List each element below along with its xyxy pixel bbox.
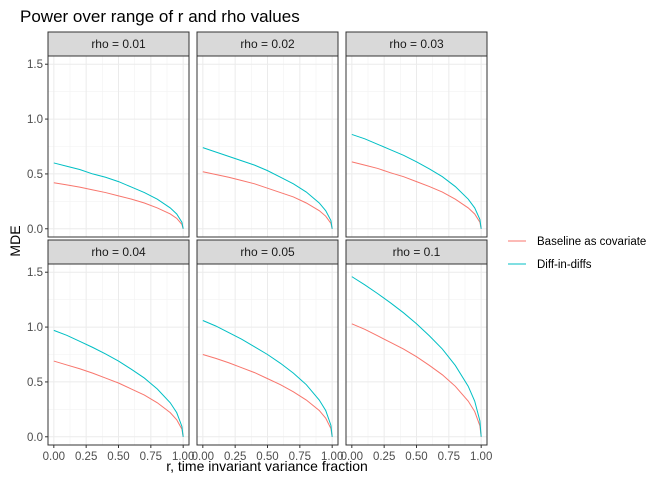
chart-title: Power over range of r and rho values xyxy=(20,7,300,26)
x-tick-label: 0.75 xyxy=(140,451,162,463)
facet-panel: rho = 0.01 0.0 0.5 1.0 1.5 xyxy=(27,31,190,238)
y-tick-label: 1.0 xyxy=(27,322,43,334)
facet-strip-label: rho = 0.03 xyxy=(389,37,444,51)
x-tick-label: 0.25 xyxy=(224,451,246,463)
series-line xyxy=(202,147,333,229)
series-line xyxy=(202,354,333,437)
x-tick-label: 0.00 xyxy=(192,451,214,463)
facet-strip-label: rho = 0.02 xyxy=(240,37,295,51)
facet-panel: rho = 0.05 0.00 0.25 0.50 0.75 1.00 xyxy=(192,239,343,463)
y-axis-title: MDE xyxy=(7,225,23,256)
y-tick-label: 1.0 xyxy=(27,114,43,126)
x-tick-label: 0.50 xyxy=(405,451,427,463)
x-tick-label: 0.75 xyxy=(289,451,311,463)
facet-panel: rho = 0.04 0.0 0.5 1.0 1.5 0.00 0.25 0.50 0.75 1.… xyxy=(27,239,194,463)
series-line xyxy=(53,329,184,437)
x-tick-label: 0.25 xyxy=(373,451,395,463)
facet-panels: rho = 0.01 0.0 0.5 1.0 1.5 rho = 0.02 rho = 0.… xyxy=(27,31,492,463)
x-tick-label: 0.00 xyxy=(43,451,65,463)
y-tick-label: 1.5 xyxy=(27,59,43,71)
facet-strip-label: rho = 0.04 xyxy=(91,245,146,259)
x-tick-label: 0.50 xyxy=(256,451,278,463)
series-line xyxy=(53,162,184,229)
facet-panel: rho = 0.1 0.00 0.25 0.50 0.75 1.00 xyxy=(341,239,492,463)
facet-strip xyxy=(345,31,488,57)
legend-label: Baseline as covariate xyxy=(537,236,646,248)
x-tick-label: 0.50 xyxy=(107,451,129,463)
facet-strip xyxy=(345,239,488,265)
x-tick-label: 0.00 xyxy=(341,451,363,463)
y-tick-label: 0.5 xyxy=(27,169,43,181)
series-line xyxy=(202,320,333,437)
facet-panel: rho = 0.03 xyxy=(345,31,488,238)
legend-label: Diff-in-diffs xyxy=(537,259,592,271)
series-line xyxy=(351,276,482,437)
x-axis-title: r, time invariant variance fraction xyxy=(166,458,368,474)
series-line xyxy=(53,182,184,229)
facet-strip-label: rho = 0.01 xyxy=(91,37,146,51)
y-tick-label: 0.0 xyxy=(27,432,43,444)
x-tick-label: 1.00 xyxy=(470,451,492,463)
panel-border xyxy=(196,55,339,238)
facet-strip xyxy=(196,239,339,265)
series-line xyxy=(351,133,482,229)
x-tick-label: 1.00 xyxy=(321,451,343,463)
legend: Baseline as covariate Diff-in-diffs xyxy=(505,230,646,275)
series-line xyxy=(202,171,333,229)
y-tick-label: 0.0 xyxy=(27,224,43,236)
facet-panel: rho = 0.02 xyxy=(196,31,339,238)
x-tick-label: 0.75 xyxy=(438,451,460,463)
series-line xyxy=(53,360,184,437)
facet-strip-label: rho = 0.05 xyxy=(240,245,295,259)
x-tick-label: 1.00 xyxy=(172,451,194,463)
y-tick-label: 1.5 xyxy=(27,267,43,279)
facet-strip-label: rho = 0.1 xyxy=(393,245,441,259)
series-line xyxy=(351,323,482,437)
series-line xyxy=(351,161,482,229)
y-tick-label: 0.5 xyxy=(27,377,43,389)
facet-strip xyxy=(47,31,190,57)
panel-border xyxy=(345,55,488,238)
panel-border xyxy=(47,55,190,238)
x-tick-label: 0.25 xyxy=(75,451,97,463)
facet-strip xyxy=(47,239,190,265)
